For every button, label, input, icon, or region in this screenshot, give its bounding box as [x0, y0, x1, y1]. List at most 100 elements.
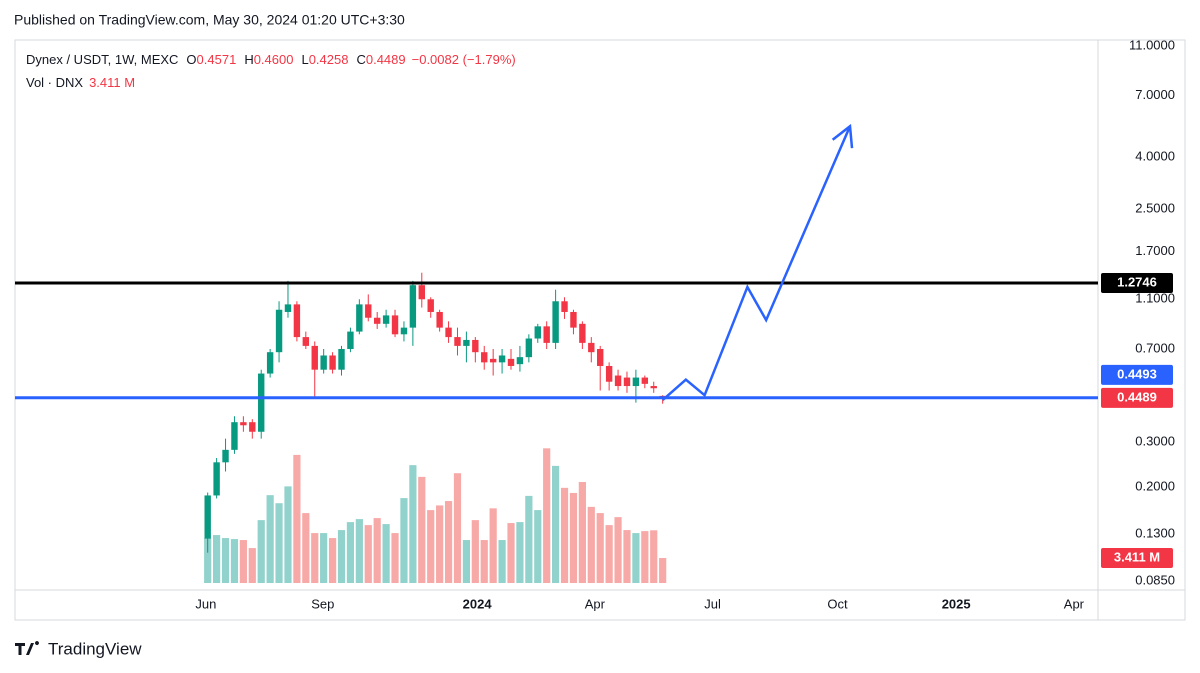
- price-label-box: [1101, 364, 1173, 385]
- y-tick-label: 1.7000: [1135, 243, 1175, 258]
- volume-bar: [418, 476, 426, 583]
- x-tick-label: Oct: [827, 596, 848, 611]
- volume-bar: [507, 523, 515, 583]
- volume-bar: [444, 501, 453, 583]
- price-label: 0.4489: [1117, 389, 1157, 404]
- ohlc-key: H: [244, 52, 253, 67]
- volume-bar: [355, 519, 363, 583]
- candle-body: [427, 299, 434, 312]
- candle-body: [204, 495, 211, 539]
- projection-line: [661, 125, 852, 402]
- y-tick-label: 0.3000: [1135, 434, 1175, 449]
- volume-bar: [328, 538, 337, 583]
- volume-bar: [605, 525, 613, 583]
- candle-body: [320, 355, 327, 370]
- volume-label: Vol · DNX: [26, 75, 83, 90]
- volume-bar: [480, 540, 488, 583]
- ohlc-key: O: [186, 52, 196, 67]
- volume-bar: [427, 510, 435, 583]
- candle-body: [213, 462, 220, 496]
- volume-bar: [221, 538, 230, 583]
- candle-body: [311, 345, 318, 370]
- volume-bar: [266, 495, 274, 583]
- candle-body: [472, 339, 479, 353]
- volume-label-box: [1101, 548, 1173, 569]
- price-label: 1.2746: [1117, 274, 1157, 289]
- volume-bar: [560, 487, 569, 583]
- ohlc-value: 0.4489: [366, 52, 406, 67]
- volume-bar: [534, 510, 542, 583]
- candle-body: [329, 355, 336, 370]
- candle-body: [365, 304, 372, 318]
- x-tick-label: 2025: [942, 596, 971, 611]
- x-tick-label: Apr: [585, 596, 606, 611]
- volume-bar: [587, 506, 595, 583]
- volume-label: 3.411 M: [1114, 549, 1160, 564]
- ohlc-value: 0.4571: [197, 52, 237, 67]
- volume-bar: [641, 531, 649, 583]
- volume-bar: [632, 533, 640, 583]
- volume-bar: [471, 520, 479, 583]
- candle-body: [632, 377, 640, 387]
- candle-body: [650, 386, 657, 389]
- volume-bar: [373, 518, 381, 583]
- volume-bar: [248, 548, 256, 583]
- volume-bar: [320, 533, 328, 583]
- candle-body: [579, 323, 586, 343]
- x-tick-label: Apr: [1064, 596, 1085, 611]
- volume-bar: [623, 530, 631, 583]
- x-tick-label: 2024: [463, 596, 493, 611]
- volume-bar: [293, 454, 301, 583]
- price-label-box: [1101, 387, 1173, 408]
- legend: Dynex / USDT, 1W, MEXC O0.4571 H0.4600 L0.4…: [26, 52, 516, 67]
- candle-body: [418, 285, 425, 300]
- x-tick-label: Jun: [195, 596, 216, 611]
- volume-bar: [204, 538, 212, 583]
- candle-body: [552, 301, 559, 343]
- candle-body: [258, 373, 265, 432]
- candle-body: [543, 326, 550, 343]
- logo: TradingView: [15, 639, 142, 658]
- volume-bar: [400, 498, 408, 583]
- candle-body: [507, 358, 515, 366]
- volume-bar: [614, 517, 622, 583]
- volume-bar: [516, 522, 524, 583]
- volume-bar: [596, 513, 604, 583]
- volume-bar: [302, 513, 310, 583]
- volume-bar: [569, 492, 578, 583]
- published: Published on TradingView.com, May 30, 20…: [14, 12, 405, 28]
- volume-bar: [525, 495, 533, 583]
- brand: TradingView: [48, 639, 142, 658]
- volume-bar: [391, 533, 399, 583]
- volume-bar: [230, 539, 239, 583]
- y-tick-label: 11.0000: [1129, 37, 1175, 52]
- candle-body: [498, 355, 506, 363]
- candle-body: [623, 377, 631, 387]
- candle-body: [222, 449, 229, 463]
- y-tick-label: 0.0850: [1135, 572, 1175, 587]
- volume-bar: [337, 530, 346, 583]
- candle-body: [302, 337, 310, 346]
- candle-body: [409, 285, 417, 328]
- candle-body: [481, 352, 488, 363]
- volume-bar: [409, 465, 417, 583]
- candle-body: [284, 304, 292, 312]
- candle-body: [489, 358, 497, 363]
- candle-body: [275, 309, 283, 353]
- candle-body: [436, 311, 443, 328]
- ohlc-value: 0.4258: [309, 52, 349, 67]
- candle-body: [382, 315, 390, 324]
- candle-body: [338, 349, 345, 370]
- candle-body: [240, 422, 247, 426]
- candle-body: [249, 422, 256, 432]
- volume-bar: [239, 540, 247, 583]
- volume-bar: [543, 448, 551, 583]
- candle-body: [373, 317, 381, 324]
- y-tick-label: 1.1000: [1135, 291, 1175, 306]
- candle-body: [534, 326, 541, 339]
- ohlc-key: L: [301, 52, 308, 67]
- candle-body: [597, 349, 604, 366]
- volume-bar: [364, 525, 372, 583]
- volume-bar: [659, 558, 667, 583]
